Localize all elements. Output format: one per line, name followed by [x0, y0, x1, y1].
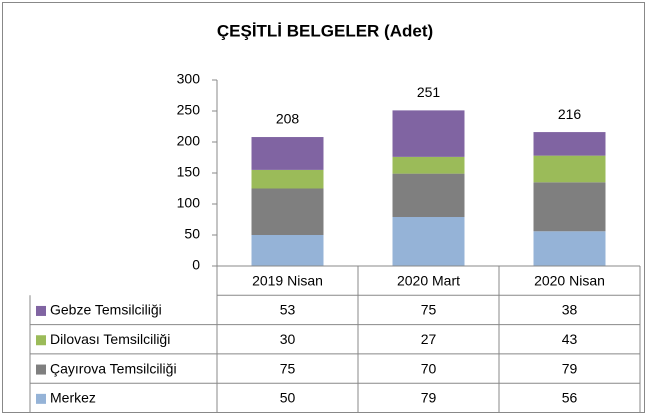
table-value: 38	[562, 302, 578, 318]
legend-label: Çayırova Temsilciliği	[50, 360, 177, 376]
bar-segment	[533, 231, 606, 266]
legend-swatch	[36, 393, 46, 404]
x-tick-label: 2020 Mart	[397, 272, 460, 288]
y-tick-label: 100	[177, 195, 201, 211]
x-tick-label: 2019 Nisan	[252, 272, 323, 288]
table-value: 53	[280, 302, 296, 318]
table-value: 70	[421, 360, 437, 376]
y-tick-label: 250	[177, 102, 201, 118]
y-tick-label: 50	[184, 226, 200, 242]
total-label: 208	[276, 111, 300, 127]
table-value: 30	[280, 331, 296, 347]
bar-segment	[533, 155, 606, 183]
bar-segment	[251, 235, 324, 266]
total-label: 251	[417, 84, 441, 100]
x-tick-label: 2020 Nisan	[534, 272, 605, 288]
table-value: 75	[280, 360, 296, 376]
bar-segment	[251, 188, 324, 235]
table-value: 75	[421, 302, 437, 318]
legend-swatch	[36, 335, 46, 346]
y-tick-label: 0	[192, 257, 200, 273]
y-tick-label: 300	[177, 71, 201, 87]
bar-segment	[392, 173, 465, 218]
bar-segment	[533, 132, 606, 156]
bar-segment	[392, 156, 465, 174]
bar-segment	[251, 137, 324, 170]
legend-label: Merkez	[50, 390, 96, 406]
legend-label: Dilovası Temsilciliği	[50, 331, 170, 347]
table-value: 27	[421, 331, 437, 347]
bar-segment	[533, 182, 606, 232]
table-value: 56	[562, 390, 578, 406]
table-value: 50	[280, 390, 296, 406]
bar-segment	[251, 169, 324, 189]
table-value: 43	[562, 331, 578, 347]
chart-title: ÇEŞİTLİ BELGELER (Adet)	[217, 21, 433, 40]
legend-label: Gebze Temsilciliği	[50, 302, 162, 318]
bar-segment	[392, 110, 465, 157]
bar-segment	[392, 217, 465, 266]
table-value: 79	[562, 360, 578, 376]
legend-swatch	[36, 305, 46, 316]
y-tick-label: 200	[177, 133, 201, 149]
legend-swatch	[36, 364, 46, 375]
y-tick-label: 150	[177, 164, 201, 180]
total-label: 216	[558, 106, 582, 122]
table-value: 79	[421, 390, 437, 406]
